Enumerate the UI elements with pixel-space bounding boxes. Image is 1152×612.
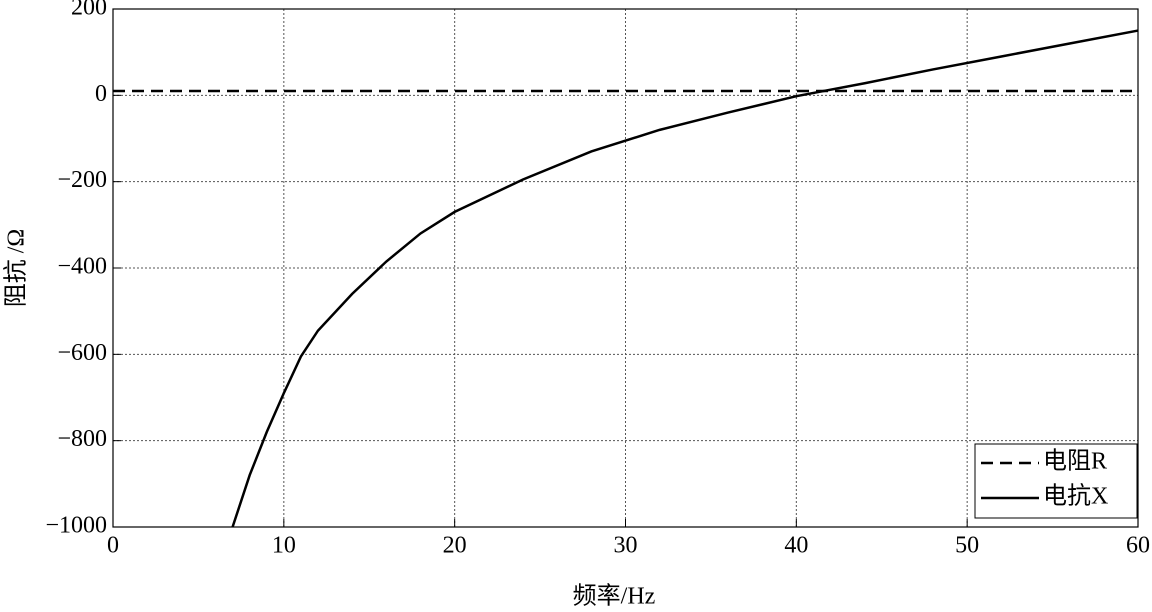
y-tick-label: −600 (57, 340, 107, 366)
x-tick-label: 10 (272, 533, 296, 559)
y-tick-label: −1000 (45, 513, 107, 539)
y-tick-label: 200 (71, 0, 107, 21)
legend-box (974, 443, 1138, 519)
x-tick-label: 60 (1126, 533, 1150, 559)
series-line (231, 29, 1139, 528)
y-tick-label: 0 (95, 81, 107, 107)
x-tick-label: 50 (955, 533, 979, 559)
x-axis-label: 频率/Hz (573, 583, 656, 610)
y-tick-label: −800 (57, 426, 107, 452)
legend-label: 电抗X (1043, 483, 1108, 510)
x-tick-label: 20 (443, 533, 467, 559)
x-tick-label: 0 (107, 533, 119, 559)
y-tick-label: −400 (57, 254, 107, 280)
x-tick-label: 30 (614, 533, 638, 559)
x-tick-label: 40 (784, 533, 808, 559)
legend-label: 电阻R (1043, 448, 1107, 475)
y-axis-label: 阻抗 /Ω (3, 229, 30, 308)
y-tick-label: −200 (57, 167, 107, 193)
plot-frame (112, 8, 1139, 528)
